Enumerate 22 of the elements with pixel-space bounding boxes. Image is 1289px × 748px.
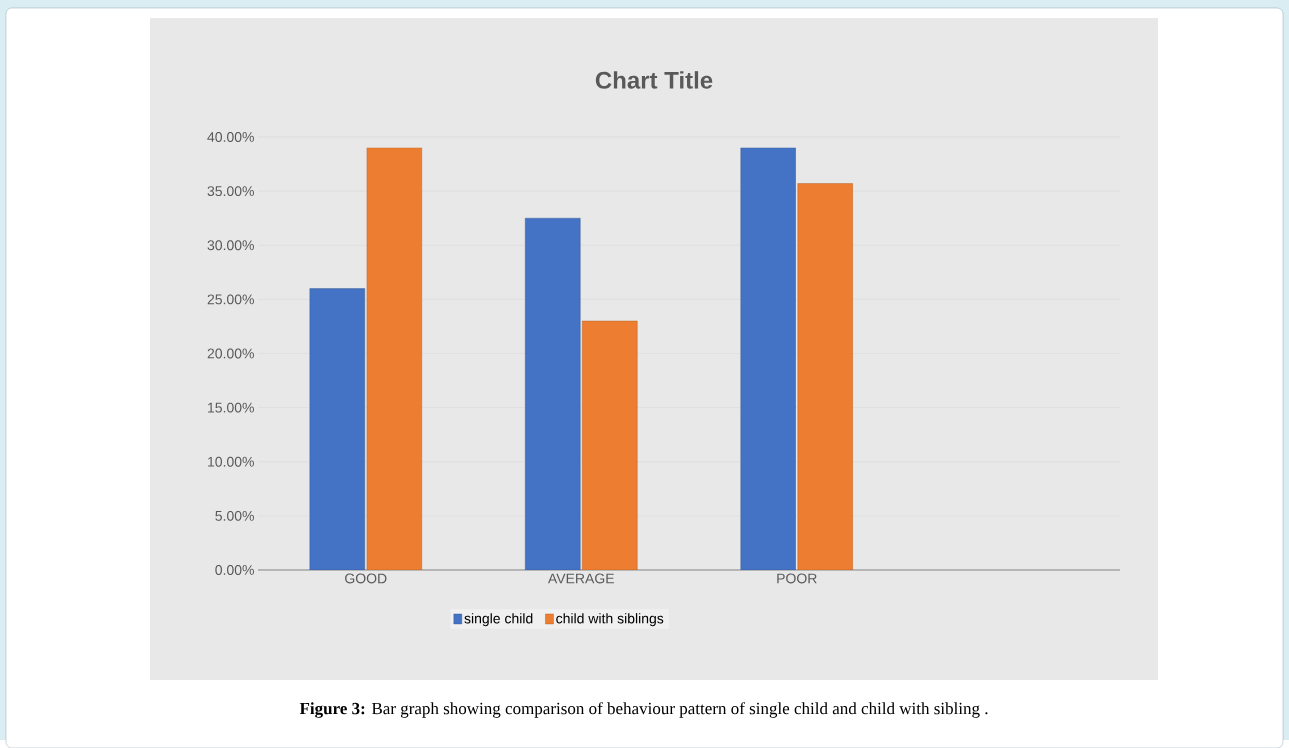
y-tick-label: 30.00% xyxy=(207,240,254,251)
y-tick-label: 35.00% xyxy=(207,186,254,196)
bar xyxy=(797,183,853,570)
bar xyxy=(525,217,581,570)
legend-label: single child xyxy=(464,613,533,627)
text: Figure 3: Bar graph showing comparison of behaviour pattern of single child and child with sibling . xyxy=(299,702,988,718)
y-tick-label: 20.00% xyxy=(207,348,254,359)
x-tick-label: GOOD xyxy=(345,573,387,584)
y-tick-label: 25.00% xyxy=(207,294,254,305)
y-tick-label: 5.00% xyxy=(215,510,254,521)
bar xyxy=(740,147,796,570)
y-tick-label: 15.00% xyxy=(208,402,254,413)
legend-label: child with siblings xyxy=(556,613,664,627)
y-tick-label: 10.00% xyxy=(208,456,254,467)
chart-title: Chart Title xyxy=(595,71,713,89)
bar xyxy=(309,288,365,570)
y-tick-label: 0.00% xyxy=(215,564,254,575)
x-tick-label: AVERAGE xyxy=(547,573,614,584)
bar xyxy=(582,320,638,570)
x-tick-label: POOR xyxy=(777,573,817,584)
y-tick-label: 40.00% xyxy=(207,131,254,142)
bar xyxy=(366,147,422,570)
